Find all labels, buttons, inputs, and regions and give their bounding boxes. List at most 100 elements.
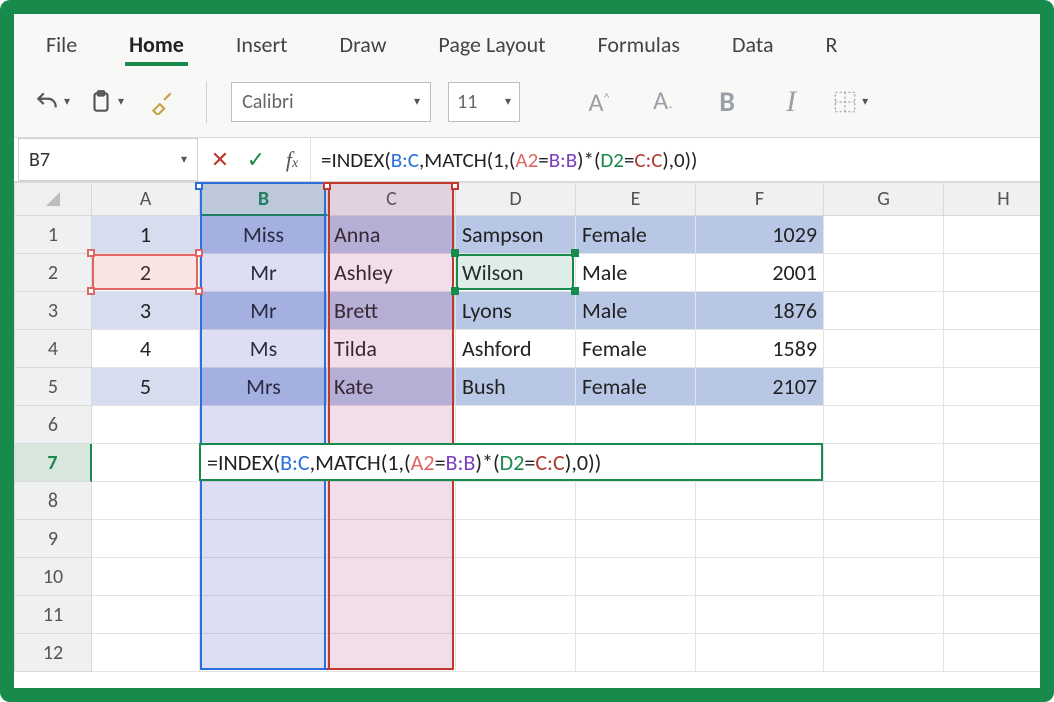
row-header-8[interactable]: 8	[14, 482, 92, 520]
cell-G11[interactable]	[824, 596, 944, 634]
cell-A12[interactable]	[92, 634, 200, 672]
cell-H9[interactable]	[944, 520, 1040, 558]
ribbon-tab-draw[interactable]: Draw	[336, 23, 391, 66]
column-header-E[interactable]: E	[576, 182, 696, 216]
cell-B8[interactable]	[200, 482, 328, 520]
row-header-2[interactable]: 2	[14, 254, 92, 292]
clipboard-button[interactable]: ▾	[88, 89, 124, 115]
cell-B10[interactable]	[200, 558, 328, 596]
ribbon-tab-r[interactable]: R	[821, 23, 841, 66]
cell-B3[interactable]: Mr	[200, 292, 328, 330]
ribbon-tab-data[interactable]: Data	[728, 23, 778, 66]
cell-H5[interactable]	[944, 368, 1040, 406]
formula-cancel-button[interactable]: ✕	[202, 146, 238, 173]
spreadsheet-grid[interactable]: ABCDEFGH11MissAnnaSampsonFemale102922MrA…	[14, 182, 1040, 688]
cell-C6[interactable]	[328, 406, 456, 444]
cell-E6[interactable]	[576, 406, 696, 444]
format-painter-button[interactable]	[142, 82, 182, 122]
formula-bar-input[interactable]: =INDEX(B:C,MATCH(1,(A2=B:B)*(D2=C:C),0))	[310, 138, 1040, 181]
row-header-12[interactable]: 12	[14, 634, 92, 672]
cell-H7[interactable]	[944, 444, 1040, 482]
cell-G10[interactable]	[824, 558, 944, 596]
increase-font-button[interactable]: A^	[576, 86, 622, 118]
cell-H11[interactable]	[944, 596, 1040, 634]
cell-E10[interactable]	[576, 558, 696, 596]
ribbon-tab-file[interactable]: File	[42, 23, 81, 66]
font-name-select[interactable]: Calibri ▾	[231, 82, 431, 122]
cell-E11[interactable]	[576, 596, 696, 634]
column-header-H[interactable]: H	[944, 182, 1040, 216]
column-header-F[interactable]: F	[696, 182, 824, 216]
undo-button[interactable]: ▾	[34, 89, 70, 115]
cell-D10[interactable]	[456, 558, 576, 596]
cell-H4[interactable]	[944, 330, 1040, 368]
cell-A11[interactable]	[92, 596, 200, 634]
cell-E1[interactable]: Female	[576, 216, 696, 254]
cell-D6[interactable]	[456, 406, 576, 444]
cell-H6[interactable]	[944, 406, 1040, 444]
cell-A6[interactable]	[92, 406, 200, 444]
column-header-A[interactable]: A	[92, 182, 200, 216]
cell-D2[interactable]: Wilson	[456, 254, 576, 292]
ribbon-tab-page-layout[interactable]: Page Layout	[434, 23, 549, 66]
cell-H8[interactable]	[944, 482, 1040, 520]
cell-G5[interactable]	[824, 368, 944, 406]
cell-F8[interactable]	[696, 482, 824, 520]
ribbon-tab-insert[interactable]: Insert	[232, 23, 292, 66]
ribbon-tab-home[interactable]: Home	[125, 23, 188, 66]
cell-G6[interactable]	[824, 406, 944, 444]
cell-C10[interactable]	[328, 558, 456, 596]
cell-A1[interactable]: 1	[92, 216, 200, 254]
cell-E3[interactable]: Male	[576, 292, 696, 330]
name-box[interactable]: B7 ▾	[18, 138, 198, 181]
cell-E2[interactable]: Male	[576, 254, 696, 292]
cell-A4[interactable]: 4	[92, 330, 200, 368]
cell-E12[interactable]	[576, 634, 696, 672]
cell-D9[interactable]	[456, 520, 576, 558]
row-header-11[interactable]: 11	[14, 596, 92, 634]
cell-B2[interactable]: Mr	[200, 254, 328, 292]
cell-C8[interactable]	[328, 482, 456, 520]
cell-G1[interactable]	[824, 216, 944, 254]
cell-D11[interactable]	[456, 596, 576, 634]
cell-B4[interactable]: Ms	[200, 330, 328, 368]
cell-A8[interactable]	[92, 482, 200, 520]
cell-C2[interactable]: Ashley	[328, 254, 456, 292]
row-header-7[interactable]: 7	[14, 444, 92, 482]
cell-F4[interactable]: 1589	[696, 330, 824, 368]
row-header-4[interactable]: 4	[14, 330, 92, 368]
cell-B9[interactable]	[200, 520, 328, 558]
insert-function-button[interactable]: fx	[274, 146, 310, 173]
row-header-3[interactable]: 3	[14, 292, 92, 330]
borders-button[interactable]: ▾	[832, 89, 868, 115]
column-header-B[interactable]: B	[200, 182, 328, 216]
cell-A7[interactable]	[92, 444, 200, 482]
cell-A5[interactable]: 5	[92, 368, 200, 406]
formula-enter-button[interactable]: ✓	[238, 146, 274, 173]
cell-C9[interactable]	[328, 520, 456, 558]
active-edit-cell[interactable]: =INDEX(B:C,MATCH(1,(A2=B:B)*(D2=C:C),0))	[199, 443, 823, 481]
cell-F10[interactable]	[696, 558, 824, 596]
cell-D4[interactable]: Ashford	[456, 330, 576, 368]
cell-G4[interactable]	[824, 330, 944, 368]
cell-F5[interactable]: 2107	[696, 368, 824, 406]
cell-F9[interactable]	[696, 520, 824, 558]
cell-F2[interactable]: 2001	[696, 254, 824, 292]
cell-C5[interactable]: Kate	[328, 368, 456, 406]
cell-C1[interactable]: Anna	[328, 216, 456, 254]
cell-A9[interactable]	[92, 520, 200, 558]
cell-E8[interactable]	[576, 482, 696, 520]
cell-F1[interactable]: 1029	[696, 216, 824, 254]
italic-button[interactable]: I	[768, 85, 814, 119]
ribbon-tab-formulas[interactable]: Formulas	[594, 23, 684, 66]
cell-C4[interactable]: Tilda	[328, 330, 456, 368]
column-header-C[interactable]: C	[328, 182, 456, 216]
cell-H12[interactable]	[944, 634, 1040, 672]
cell-A10[interactable]	[92, 558, 200, 596]
cell-D1[interactable]: Sampson	[456, 216, 576, 254]
select-all-corner[interactable]	[14, 182, 92, 216]
cell-D12[interactable]	[456, 634, 576, 672]
cell-B1[interactable]: Miss	[200, 216, 328, 254]
cell-G2[interactable]	[824, 254, 944, 292]
cell-H2[interactable]	[944, 254, 1040, 292]
